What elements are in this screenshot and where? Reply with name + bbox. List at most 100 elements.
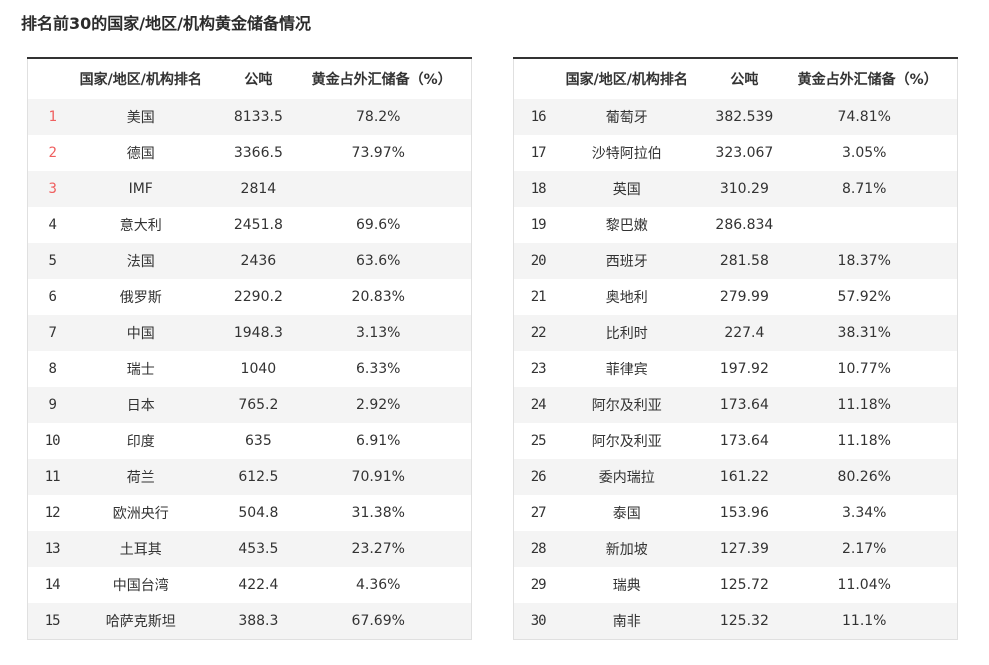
country-cell: 泰国 — [612, 506, 641, 522]
country-cell: 哈萨克斯坦 — [105, 613, 176, 630]
spacer-cell — [445, 315, 472, 351]
rank-cell: 3 — [48, 181, 56, 197]
table-row: 11 荷兰 612.5 70.91% — [27, 459, 472, 495]
pct-cell: 6.33% — [356, 361, 401, 377]
country-cell: 委内瑞拉 — [598, 470, 655, 486]
pct-cell: 20.83% — [351, 289, 405, 305]
table-row: 8 瑞士 1040 6.33% — [28, 351, 472, 387]
pct-cell — [798, 207, 931, 243]
rank-cell: 16 — [530, 109, 547, 125]
rank-cell: 19 — [530, 217, 547, 233]
rank-cell: 23 — [530, 361, 547, 377]
pct-cell: 57.92% — [837, 289, 891, 305]
pct-cell: 6.91% — [356, 433, 401, 449]
table-row: 12 欧洲央行 504.8 31.38% — [28, 495, 472, 531]
spacer-cell — [445, 423, 472, 459]
country-cell: 中国 — [126, 326, 155, 342]
pct-cell: 70.91% — [351, 469, 405, 485]
pct-cell: 10.77% — [837, 361, 891, 377]
tons-cell: 281.58 — [719, 253, 769, 269]
pct-cell: 11.04% — [837, 577, 891, 593]
table-row: 26 委内瑞拉 161.22 80.26% — [513, 459, 958, 495]
rank-cell: 29 — [530, 577, 547, 593]
pct-cell: 31.38% — [351, 505, 405, 521]
spacer-cell — [445, 135, 472, 171]
spacer-cell — [931, 207, 958, 243]
tons-cell: 173.64 — [719, 397, 769, 413]
table-row: 20 西班牙 281.58 18.37% — [513, 243, 958, 279]
rank-cell: 8 — [48, 361, 56, 377]
table-row: 21 奥地利 279.99 57.92% — [514, 279, 958, 315]
tons-cell: 125.72 — [719, 577, 769, 593]
rank-cell: 13 — [44, 541, 61, 557]
spacer-cell — [931, 531, 958, 567]
rank-cell: 9 — [48, 397, 56, 413]
country-cell: 瑞士 — [126, 362, 155, 378]
rank-cell: 15 — [44, 612, 61, 629]
spacer-cell — [445, 495, 472, 531]
country-cell: 西班牙 — [605, 254, 648, 270]
country-cell: 阿尔及利亚 — [591, 434, 662, 450]
gold-reserves-table-right: 国家/地区/机构排名 公吨 黄金占外汇储备（%） 16 葡萄牙 382.539 74.… — [513, 57, 958, 640]
table-row: 6 俄罗斯 2290.2 20.83% — [28, 279, 472, 315]
pct-cell: 80.26% — [837, 469, 891, 485]
spacer-cell — [931, 171, 958, 207]
spacer-cell — [445, 567, 472, 603]
rank-cell: 30 — [530, 612, 547, 629]
pct-cell: 74.81% — [837, 109, 891, 125]
rank-cell: 5 — [48, 253, 56, 269]
tons-cell: 2436 — [240, 253, 277, 269]
country-cell: 中国台湾 — [112, 578, 169, 594]
table-row: 17 沙特阿拉伯 323.067 3.05% — [514, 135, 958, 171]
spacer-cell — [931, 279, 958, 315]
spacer-cell — [931, 135, 958, 171]
tons-cell: 8133.5 — [233, 109, 283, 125]
rank-cell: 10 — [44, 433, 61, 449]
rank-cell: 14 — [44, 577, 61, 593]
table-row: 7 中国 1948.3 3.13% — [27, 315, 472, 351]
rank-cell: 7 — [48, 325, 56, 341]
rank-column-header — [27, 58, 77, 99]
pct-cell: 2.92% — [356, 397, 401, 413]
country-column-header: 国家/地区/机构排名 — [562, 58, 692, 99]
tons-column-header: 公吨 — [691, 58, 798, 99]
pct-cell: 3.13% — [356, 325, 401, 341]
pct-cell: 11.18% — [837, 433, 891, 449]
pct-cell: 69.6% — [356, 217, 401, 233]
tons-cell: 153.96 — [719, 505, 769, 521]
tons-column-header: 公吨 — [205, 58, 312, 99]
rank-cell: 24 — [530, 397, 547, 413]
tons-cell: 2290.2 — [233, 289, 283, 305]
pct-cell: 8.71% — [842, 181, 887, 197]
table-row: 27 泰国 153.96 3.34% — [514, 495, 958, 531]
pct-cell: 11.1% — [842, 612, 887, 629]
pct-column-header: 黄金占外汇储备（%） — [311, 58, 452, 99]
country-cell: 南非 — [612, 613, 641, 630]
spacer-cell — [931, 459, 958, 495]
tons-cell: 125.32 — [719, 612, 769, 629]
pct-cell — [312, 171, 445, 207]
rank-cell: 26 — [530, 469, 547, 485]
table-row: 15 哈萨克斯坦 388.3 67.69% — [27, 603, 472, 639]
pct-cell: 23.27% — [351, 541, 405, 557]
country-cell: 意大利 — [119, 218, 162, 234]
table-row: 29 瑞典 125.72 11.04% — [514, 567, 958, 603]
tons-cell: 1948.3 — [233, 325, 283, 341]
spacer-cell — [445, 99, 472, 135]
pct-cell: 2.17% — [842, 541, 887, 557]
country-cell: 黎巴嫩 — [605, 218, 648, 234]
table-header: 国家/地区/机构排名 公吨 黄金占外汇储备（%） — [513, 58, 958, 99]
tons-cell: 310.29 — [719, 181, 769, 197]
pct-cell: 63.6% — [356, 253, 401, 269]
gold-reserves-table-left: 国家/地区/机构排名 公吨 黄金占外汇储备（%） 1 美国 8133.5 78.2% 2… — [27, 57, 472, 640]
country-cell: 法国 — [126, 254, 155, 270]
rank-column-header — [513, 58, 563, 99]
tons-cell: 161.22 — [719, 469, 769, 485]
pct-cell: 67.69% — [351, 612, 405, 629]
spacer-cell — [445, 387, 472, 423]
tons-cell: 504.8 — [238, 505, 279, 521]
spacer-cell — [445, 603, 472, 639]
spacer-cell — [931, 315, 958, 351]
table-row: 5 法国 2436 63.6% — [27, 243, 472, 279]
country-cell: 奥地利 — [605, 290, 648, 306]
